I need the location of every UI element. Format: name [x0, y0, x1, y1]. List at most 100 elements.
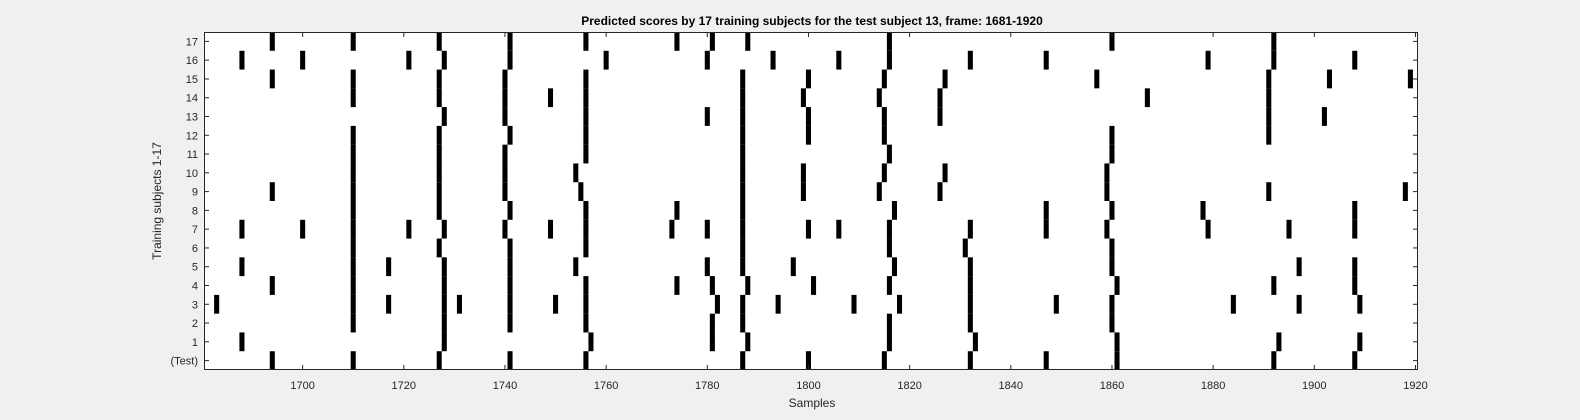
event-mark-row-16-11: [1043, 50, 1049, 70]
event-mark-row-10-0: [350, 163, 356, 183]
event-mark-row-15-3: [502, 69, 508, 89]
event-mark-row-5-5: [573, 257, 579, 277]
event-mark-row-15-4: [583, 69, 589, 89]
event-mark-row-9-2: [436, 182, 442, 201]
event-mark-row-17-7: [745, 32, 751, 51]
event-mark-row-4-10: [967, 276, 973, 295]
y-tick-label-6: 6: [192, 243, 198, 255]
event-mark-row-5-7: [740, 257, 746, 277]
event-mark-row-2-0: [350, 313, 356, 333]
event-marks: [214, 32, 1413, 370]
event-mark-row-0-12: [1352, 351, 1358, 370]
event-mark-row-13-9: [1321, 107, 1327, 126]
event-mark-row-10-6: [881, 163, 887, 183]
event-mark-row-0-5: [740, 351, 746, 370]
event-mark-row-16-1: [300, 50, 306, 70]
event-mark-row-4-1: [350, 276, 356, 295]
event-mark-row-3-17: [1296, 294, 1302, 314]
event-mark-row-17-2: [436, 32, 442, 51]
event-mark-row-5-8: [790, 257, 796, 277]
event-mark-row-12-8: [1266, 125, 1272, 145]
event-mark-row-3-15: [1109, 294, 1115, 314]
x-tick-label-7: 1840: [999, 380, 1023, 392]
event-mark-row-10-2: [502, 163, 508, 183]
event-mark-row-7-17: [1205, 219, 1211, 239]
event-mark-row-16-8: [836, 50, 842, 70]
event-mark-row-16-6: [704, 50, 710, 70]
event-mark-row-15-5: [740, 69, 746, 89]
event-mark-row-8-7: [1043, 201, 1049, 220]
event-mark-row-10-5: [800, 163, 806, 183]
event-mark-row-9-11: [1402, 182, 1408, 201]
event-mark-row-13-1: [502, 107, 508, 126]
event-mark-row-2-2: [507, 313, 513, 333]
event-mark-row-11-4: [740, 144, 746, 164]
event-mark-row-0-10: [1114, 351, 1120, 370]
event-mark-row-3-13: [967, 294, 973, 314]
event-mark-row-16-7: [770, 50, 776, 70]
event-mark-row-14-8: [937, 88, 943, 108]
event-mark-row-3-16: [1230, 294, 1236, 314]
event-mark-row-3-10: [775, 294, 781, 314]
event-mark-row-13-0: [441, 107, 447, 126]
x-tick-label-5: 1800: [796, 380, 820, 392]
event-mark-row-12-0: [350, 125, 356, 145]
event-mark-row-16-3: [441, 50, 447, 70]
event-mark-row-14-4: [583, 88, 589, 108]
event-mark-row-3-1: [350, 294, 356, 314]
event-mark-row-12-6: [881, 125, 887, 145]
event-mark-row-3-4: [456, 294, 462, 314]
event-mark-row-7-6: [547, 219, 554, 239]
event-mark-row-6-4: [740, 238, 746, 258]
event-mark-row-2-1: [441, 313, 447, 333]
x-tick-label-2: 1740: [493, 380, 517, 392]
event-mark-row-14-10: [1266, 88, 1272, 108]
event-mark-row-4-9: [886, 276, 892, 295]
event-mark-row-5-3: [441, 257, 447, 277]
y-tick-label-11: 11: [187, 149, 198, 161]
event-mark-row-0-2: [436, 351, 442, 370]
event-mark-row-4-4: [583, 276, 589, 295]
event-mark-row-6-6: [962, 238, 968, 258]
event-mark-row-8-9: [1200, 201, 1206, 220]
event-mark-row-3-12: [896, 294, 903, 314]
event-mark-row-10-8: [1104, 163, 1110, 183]
event-mark-row-16-5: [603, 50, 609, 70]
event-mark-row-7-1: [300, 219, 306, 239]
event-mark-row-1-1: [441, 332, 447, 352]
event-mark-row-17-3: [507, 32, 513, 51]
y-tick-label-16: 16: [186, 55, 198, 67]
event-mark-row-17-9: [1109, 32, 1115, 51]
event-mark-row-6-5: [886, 238, 892, 258]
x-tick-label-1: 1720: [392, 380, 416, 392]
event-mark-row-1-9: [1357, 332, 1363, 352]
y-tick-label-9: 9: [192, 187, 198, 199]
event-mark-row-11-6: [1109, 144, 1115, 164]
event-mark-row-13-8: [1266, 107, 1272, 126]
event-mark-row-5-11: [1109, 257, 1115, 277]
event-mark-row-3-2: [386, 294, 392, 314]
event-mark-row-12-3: [583, 125, 589, 145]
event-mark-row-16-13: [1271, 50, 1277, 70]
event-mark-row-7-14: [967, 219, 973, 239]
event-mark-row-3-5: [507, 294, 513, 314]
event-mark-row-11-3: [583, 144, 589, 164]
event-mark-row-7-19: [1352, 219, 1358, 239]
event-mark-row-11-0: [350, 144, 356, 164]
event-mark-row-0-8: [967, 351, 973, 370]
y-tick-label-7: 7: [192, 224, 198, 236]
event-mark-row-7-13: [886, 219, 892, 239]
event-mark-row-2-7: [967, 313, 973, 333]
event-mark-row-10-7: [942, 163, 948, 183]
event-mark-row-17-10: [1271, 32, 1277, 51]
event-mark-row-16-2: [406, 50, 412, 70]
x-tick-label-4: 1780: [695, 380, 719, 392]
event-mark-row-13-2: [583, 107, 589, 126]
event-mark-row-6-2: [507, 238, 513, 258]
x-tick-label-3: 1760: [594, 380, 618, 392]
event-mark-row-3-9: [740, 294, 746, 314]
event-mark-row-9-7: [876, 182, 882, 201]
y-tick-label-13: 13: [186, 112, 198, 124]
event-mark-row-8-3: [583, 201, 589, 220]
